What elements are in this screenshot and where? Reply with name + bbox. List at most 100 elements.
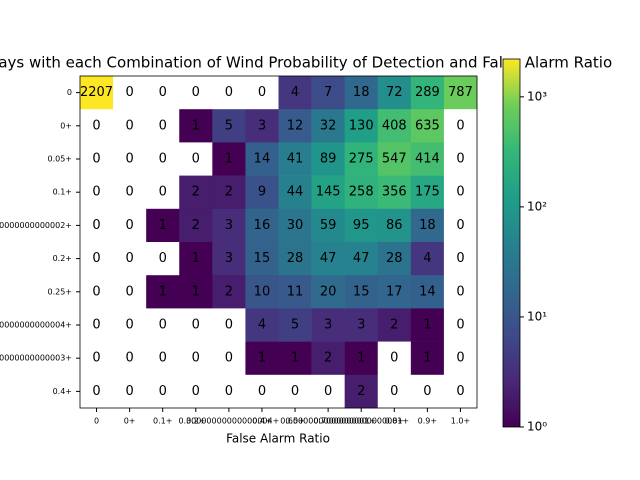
heatmap-cell bbox=[377, 109, 412, 143]
cell-label: 44 bbox=[287, 185, 304, 200]
cell-label: 1 bbox=[192, 118, 200, 133]
cell-label: 635 bbox=[415, 118, 440, 133]
cell-label: 11 bbox=[287, 284, 304, 299]
cell-label: 0 bbox=[423, 384, 431, 399]
heatmap-cell bbox=[278, 76, 312, 110]
cell-label: 16 bbox=[254, 218, 271, 233]
cell-label: 0 bbox=[125, 118, 133, 133]
heatmap-cell bbox=[179, 76, 213, 110]
heatmap-cell bbox=[443, 109, 478, 143]
cell-label: 15 bbox=[353, 284, 370, 299]
heatmap-cell bbox=[80, 109, 114, 143]
heatmap-cell bbox=[212, 242, 246, 276]
heatmap-cell bbox=[410, 142, 445, 176]
heatmap-cell bbox=[212, 142, 246, 176]
cell-label: 408 bbox=[382, 118, 407, 133]
y-tick-label: 0.30000000000000004+ bbox=[0, 321, 72, 330]
heatmap-cell bbox=[344, 142, 379, 176]
heatmap-cell bbox=[344, 374, 379, 409]
cell-label: 0 bbox=[159, 85, 167, 100]
x-tick-label: 0.30000000000000004+ bbox=[178, 417, 279, 426]
heatmap-cell bbox=[278, 374, 312, 409]
heatmap-cell bbox=[113, 142, 147, 176]
heatmap-cell bbox=[179, 275, 213, 309]
y-tick-label: 0.35000000000000003+ bbox=[0, 354, 72, 363]
cell-label: 0 bbox=[258, 384, 266, 399]
heatmap-cell bbox=[179, 208, 213, 243]
x-tick-label: 0.4+ bbox=[252, 417, 271, 426]
heatmap-cell bbox=[146, 76, 180, 110]
heatmap-cell bbox=[443, 242, 478, 276]
colorbar-tick-label: 10⁰ bbox=[527, 420, 547, 434]
heatmap-cell bbox=[443, 76, 478, 110]
heatmap-cell bbox=[245, 142, 279, 176]
heatmap-cell bbox=[113, 242, 147, 276]
cell-label: 86 bbox=[386, 218, 403, 233]
heatmap-cell bbox=[80, 341, 114, 376]
heatmap-cell bbox=[245, 275, 279, 309]
heatmap-cell bbox=[410, 308, 445, 342]
cell-label: 3 bbox=[357, 318, 365, 333]
heatmap-cell bbox=[245, 242, 279, 276]
cell-label: 0 bbox=[125, 351, 133, 366]
heatmap-cell bbox=[80, 275, 114, 309]
y-tick-label: 0.25+ bbox=[47, 287, 72, 296]
heatmap-cell bbox=[311, 341, 345, 376]
heatmap-cell bbox=[344, 341, 379, 376]
heatmap-cell bbox=[80, 142, 114, 176]
heatmap-cell bbox=[245, 308, 279, 342]
heatmap-cell bbox=[113, 341, 147, 376]
heatmap-cell bbox=[278, 142, 312, 176]
colorbar-tick-label: 10³ bbox=[527, 89, 547, 103]
cell-label: 0 bbox=[159, 185, 167, 200]
cell-label: 0 bbox=[125, 251, 133, 266]
x-tick-label: 0 bbox=[94, 417, 99, 426]
cell-label: 41 bbox=[287, 152, 304, 167]
cell-label: 1 bbox=[225, 152, 233, 167]
cell-label: 5 bbox=[291, 318, 299, 333]
heatmap-cell bbox=[179, 109, 213, 143]
heatmap-cell bbox=[212, 109, 246, 143]
heatmap-cell bbox=[311, 109, 345, 143]
cell-label: 0 bbox=[192, 384, 200, 399]
heatmap-cell bbox=[146, 109, 180, 143]
cell-label: 0 bbox=[456, 185, 464, 200]
cell-label: 47 bbox=[353, 251, 370, 266]
y-tick-label: 0.2+ bbox=[53, 254, 72, 263]
cell-label: 2 bbox=[225, 284, 233, 299]
cell-label: 14 bbox=[419, 284, 436, 299]
colorbar-tick-label: 10¹ bbox=[527, 309, 547, 323]
heatmap-cell bbox=[179, 374, 213, 409]
cell-label: 3 bbox=[324, 318, 332, 333]
heatmap-cell bbox=[410, 341, 445, 376]
cell-label: 0 bbox=[390, 351, 398, 366]
cell-label: 14 bbox=[254, 152, 271, 167]
heatmap-cell bbox=[443, 142, 478, 176]
cell-label: 275 bbox=[349, 152, 374, 167]
cell-label: 89 bbox=[320, 152, 337, 167]
cell-label: 18 bbox=[353, 85, 370, 100]
heatmap-cell bbox=[344, 76, 379, 110]
cell-label: 0 bbox=[159, 384, 167, 399]
cell-label: 1 bbox=[423, 351, 431, 366]
cell-label: 1 bbox=[291, 351, 299, 366]
cell-label: 2 bbox=[192, 218, 200, 233]
heatmap-cell bbox=[179, 142, 213, 176]
cell-label: 0 bbox=[291, 384, 299, 399]
cell-label: 0 bbox=[192, 85, 200, 100]
heatmap-cell bbox=[311, 76, 345, 110]
cell-label: 2 bbox=[357, 384, 365, 399]
cell-label: 0 bbox=[225, 384, 233, 399]
cell-label: 2 bbox=[192, 185, 200, 200]
y-tick-label: 0.1+ bbox=[53, 188, 72, 197]
heatmap-cell bbox=[377, 341, 412, 376]
x-tick-label: 0.6000000000000001+ bbox=[280, 417, 376, 426]
cell-label: 0 bbox=[92, 351, 100, 366]
heatmap-cell bbox=[146, 275, 180, 309]
heatmap-cell bbox=[311, 308, 345, 342]
heatmap-cell bbox=[146, 341, 180, 376]
cell-label: 18 bbox=[419, 218, 436, 233]
heatmap-cell bbox=[311, 208, 345, 243]
heatmap-cell bbox=[212, 374, 246, 409]
